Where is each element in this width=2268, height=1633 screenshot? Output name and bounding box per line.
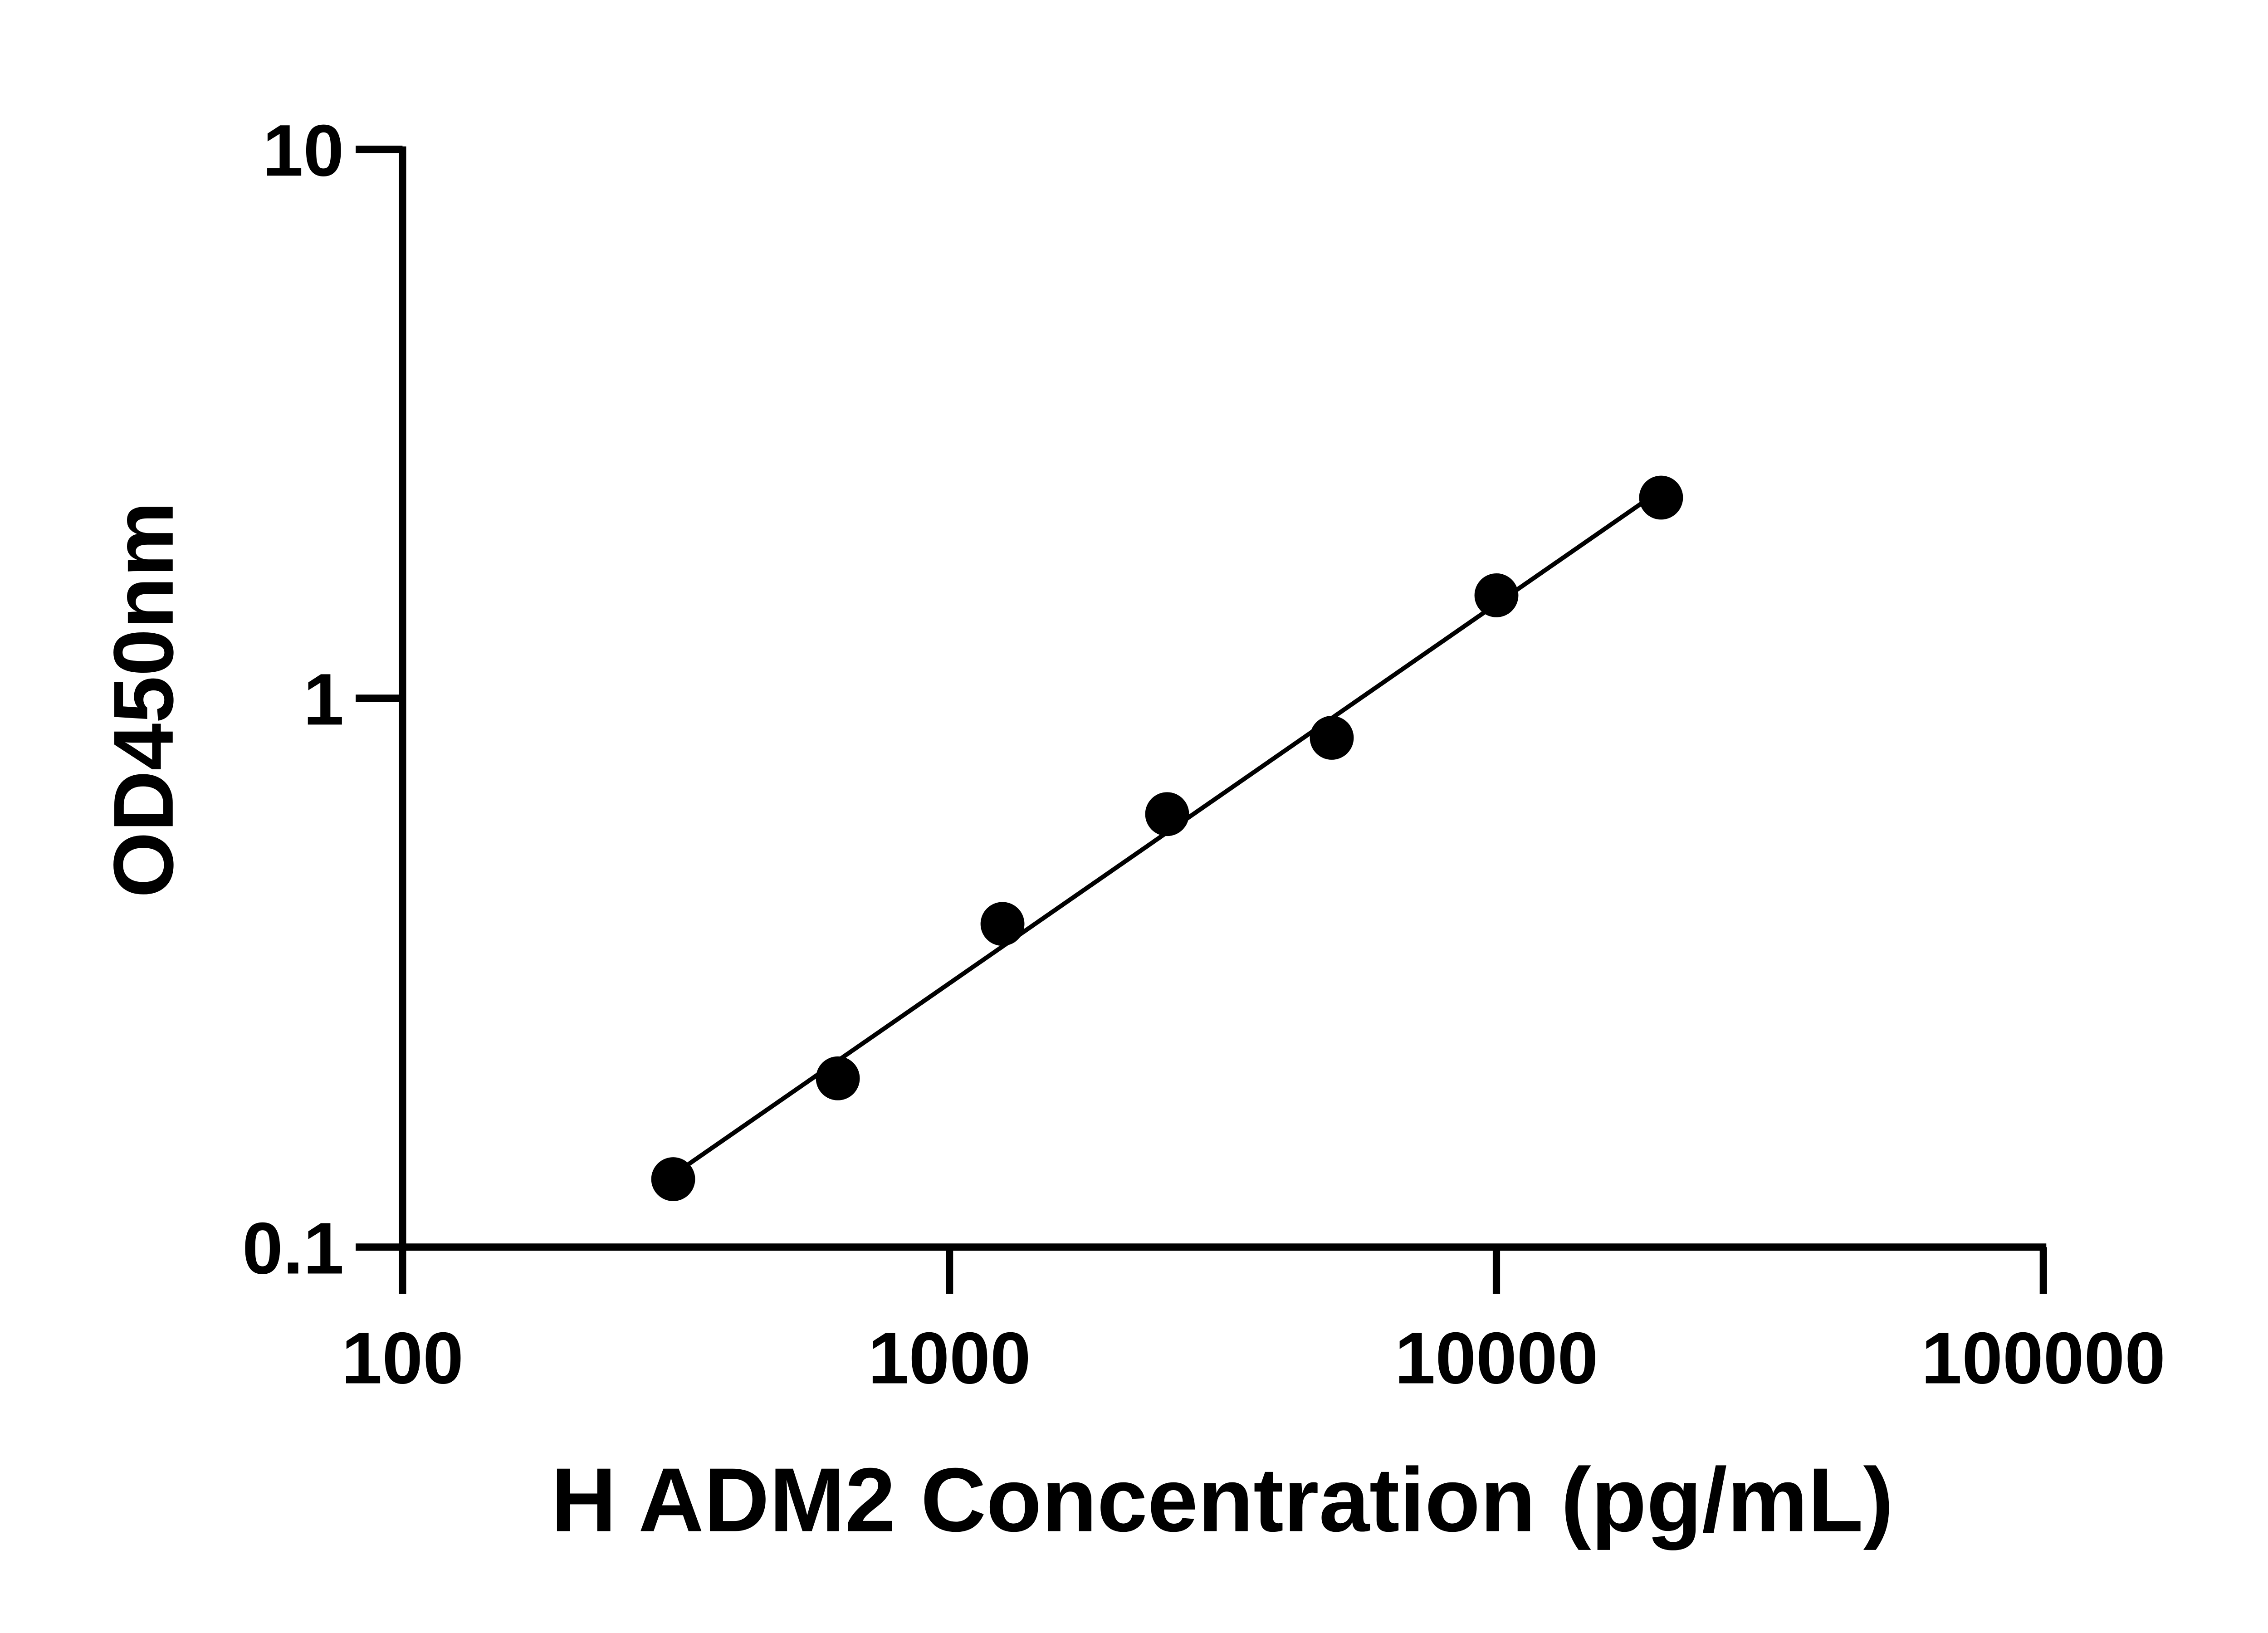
data-point bbox=[1145, 792, 1189, 836]
data-point bbox=[1310, 716, 1354, 760]
data-point bbox=[651, 1157, 695, 1201]
data-point bbox=[980, 902, 1025, 946]
x-tick-label: 1000 bbox=[868, 1317, 1031, 1399]
x-tick-label: 10000 bbox=[1395, 1317, 1598, 1399]
data-point bbox=[1474, 573, 1519, 617]
axes bbox=[356, 146, 2047, 1294]
x-tick-label: 100000 bbox=[1921, 1317, 2165, 1399]
data-points bbox=[651, 475, 1683, 1201]
data-point bbox=[1639, 475, 1683, 520]
y-axis-label: OD450nm bbox=[96, 502, 191, 898]
tick-labels: 100 1000 10000 100000 0.1 1 10 bbox=[242, 110, 2165, 1399]
data-point bbox=[816, 1056, 860, 1100]
y-tick-label: 1 bbox=[303, 659, 344, 740]
y-tick-label: 10 bbox=[263, 110, 344, 191]
x-axis-label: H ADM2 Concentration (pg/mL) bbox=[551, 1449, 1894, 1550]
x-tick-label: 100 bbox=[342, 1317, 464, 1399]
y-tick-label: 0.1 bbox=[242, 1208, 344, 1289]
